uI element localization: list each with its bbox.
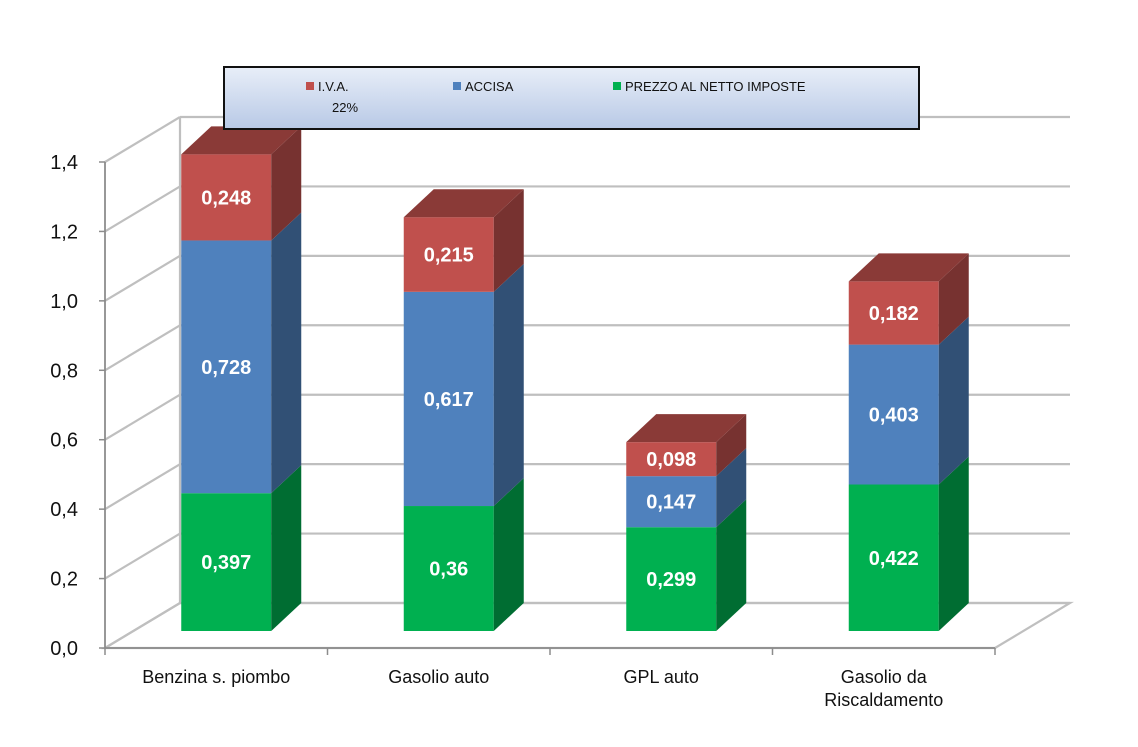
bar-segment: [848, 456, 969, 631]
bar-side: [271, 212, 302, 494]
bar-side: [716, 448, 747, 528]
data-label: 0,36: [429, 559, 468, 581]
bar-front: [848, 484, 939, 631]
bar-front: [626, 527, 717, 631]
bar-front: [626, 476, 717, 528]
bar-front: [848, 344, 939, 485]
x-tick-label: Benzina s. piombo: [142, 667, 290, 687]
data-label: 0,098: [646, 449, 696, 471]
legend-entry: ACCISA: [465, 79, 514, 94]
legend-swatch: [613, 82, 621, 90]
bars: [181, 126, 969, 631]
legend-box: [223, 66, 920, 130]
bar-segment: [403, 478, 524, 631]
y-tick-label: 0,6: [50, 430, 78, 452]
data-label: 0,422: [869, 548, 919, 570]
y-tick-label: 0,0: [50, 638, 78, 660]
y-tick-label: 1,4: [50, 152, 78, 174]
y-tick-label: 0,4: [50, 499, 78, 521]
bar-front: [403, 217, 494, 292]
bar-side: [271, 126, 302, 241]
x-tick-label: Gasolio auto: [388, 667, 489, 687]
bar-side: [493, 189, 524, 292]
legend-swatch: [453, 82, 461, 90]
data-label: 0,397: [201, 552, 251, 574]
legend-entry: PREZZO AL NETTO IMPOSTE: [625, 79, 806, 94]
y-tick-label: 0,2: [50, 569, 78, 591]
bar-segment: [848, 316, 969, 485]
bar-front: [181, 154, 272, 241]
bar-top: [626, 414, 747, 443]
gridline-side: [104, 185, 181, 233]
y-tick-label: 0,8: [50, 360, 78, 382]
legend-entry: I.V.A.: [318, 79, 349, 94]
bar-segment: [626, 414, 747, 477]
bar-front: [181, 240, 272, 494]
data-label: 0,248: [201, 187, 251, 209]
legend-swatch: [306, 82, 314, 90]
bar-front: [403, 291, 494, 507]
data-label: 0,403: [869, 405, 919, 427]
y-tick-label: 1,2: [50, 221, 78, 243]
bar-top: [848, 253, 969, 282]
bar-front: [181, 493, 272, 631]
data-label: 0,182: [869, 303, 919, 325]
bar-front: [626, 442, 717, 477]
gridline-side: [104, 532, 181, 580]
data-label: 0,617: [424, 389, 474, 411]
bar-top: [181, 126, 302, 155]
bar-segment: [403, 263, 524, 507]
data-label: 0,299: [646, 569, 696, 591]
bar-segment: [181, 212, 302, 494]
data-labels: 0,397 0,728 0,248 0,36 0,617 0,215 0,299 0,147 0…: [201, 187, 919, 591]
bar-segment: [848, 253, 969, 345]
bar-side: [938, 253, 969, 345]
bar-segment: [626, 499, 747, 631]
gridline-side: [104, 324, 181, 372]
bar-top: [403, 189, 524, 218]
bar-side: [716, 499, 747, 631]
bar-side: [716, 414, 747, 477]
data-label: 0,215: [424, 245, 474, 267]
y-tick-label: 1,0: [50, 291, 78, 313]
bar-side: [493, 263, 524, 507]
gridline-side: [104, 116, 181, 163]
data-label: 0,728: [201, 357, 251, 379]
bar-segment: [626, 448, 747, 528]
bar-segment: [403, 189, 524, 292]
bar-side: [938, 456, 969, 631]
axes: 0,0 0,2 0,4 0,6 0,8 1,0 1,2 1,4 Benzina s. piomb…: [50, 152, 996, 710]
bar-segment: [181, 126, 302, 241]
bar-side: [493, 478, 524, 631]
gridline-side: [104, 393, 181, 441]
x-tick-label: GPL auto: [624, 667, 699, 687]
x-tick-label: Gasolio da Riscaldamento: [824, 667, 943, 710]
legend-entry-line2: 22%: [332, 100, 358, 115]
bar-side: [271, 465, 302, 631]
gridlines: [101, 115, 1074, 650]
bar-side: [938, 316, 969, 485]
gridline-side: [104, 254, 181, 302]
bar-segment: [181, 465, 302, 631]
bar-front: [403, 506, 494, 631]
gridline-side: [104, 463, 181, 511]
data-label: 0,147: [646, 492, 696, 514]
bar-front: [848, 281, 939, 345]
legend: I.V.A. 22% ACCISA PREZZO AL NETTO IMPOSTE: [223, 66, 920, 130]
